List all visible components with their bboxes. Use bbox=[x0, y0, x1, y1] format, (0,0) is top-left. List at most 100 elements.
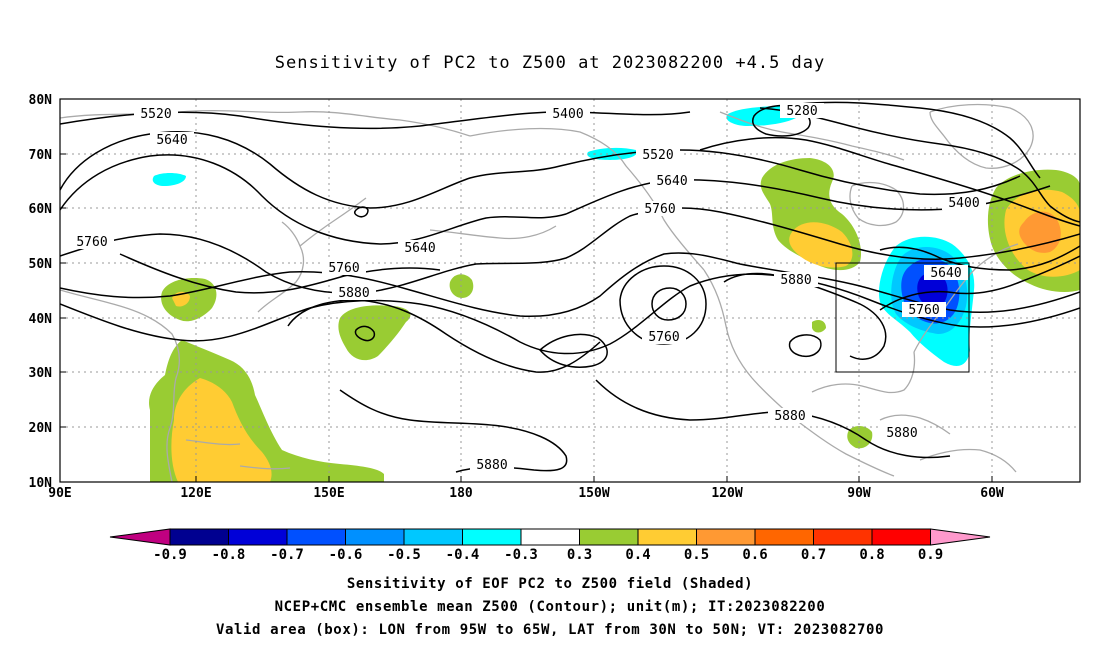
colorbar-label: 0.5 bbox=[684, 547, 709, 563]
contour-label: 5400 bbox=[546, 106, 590, 122]
colorbar-swatch bbox=[286, 528, 346, 546]
lat-label: 20N bbox=[29, 421, 53, 436]
lat-label: 70N bbox=[29, 148, 53, 163]
contour-label-text: 5880 bbox=[338, 286, 369, 301]
colorbar-label: 0.3 bbox=[567, 547, 592, 563]
contour-line bbox=[879, 255, 1080, 311]
contour-label-text: 5400 bbox=[948, 196, 979, 211]
contour-label: 5760 bbox=[322, 260, 366, 276]
negative-sensitivity-siberia-spot bbox=[152, 173, 186, 186]
colorbar-swatch bbox=[169, 528, 229, 546]
contour-line bbox=[60, 154, 1051, 245]
map-frame bbox=[59, 98, 1081, 483]
contour-label-text: 5880 bbox=[476, 458, 507, 473]
colorbar-label: -0.7 bbox=[270, 547, 304, 563]
contour-label: 5760 bbox=[902, 302, 946, 318]
colorbar-swatch bbox=[462, 528, 522, 546]
contour-label-text: 5880 bbox=[780, 273, 811, 288]
colorbar-swatch bbox=[871, 528, 931, 546]
caption-line-valid-area: Valid area (box): LON from 95W to 65W, L… bbox=[216, 622, 884, 638]
colorbar-label: -0.5 bbox=[387, 547, 421, 563]
colorbar-label: -0.9 bbox=[153, 547, 187, 563]
colorbar-label: 0.7 bbox=[801, 547, 826, 563]
contour-line bbox=[60, 252, 1080, 318]
contour-line bbox=[339, 389, 568, 473]
positive-sensitivity-florida bbox=[812, 320, 826, 333]
lon-label: 150E bbox=[313, 486, 344, 501]
colorbar-swatch bbox=[696, 528, 756, 546]
contour-label: 5760 bbox=[642, 329, 686, 345]
contour-label: 5520 bbox=[134, 106, 178, 122]
coastlines bbox=[60, 103, 1034, 482]
contour-line bbox=[752, 104, 811, 137]
contour-label-text: 5760 bbox=[644, 202, 675, 217]
colorbar-swatch bbox=[228, 528, 288, 546]
lon-label: 180 bbox=[449, 486, 473, 501]
colorbar-swatch bbox=[754, 528, 814, 546]
colorbar-label: 0.9 bbox=[918, 547, 943, 563]
coastline-japan bbox=[257, 221, 305, 313]
lon-label: 90W bbox=[847, 486, 871, 501]
contour-label-text: 5400 bbox=[552, 107, 583, 122]
lat-label: 60N bbox=[29, 202, 53, 217]
colorbar-label: 0.4 bbox=[625, 547, 650, 563]
lon-label: 90E bbox=[48, 486, 71, 501]
colorbar-label: -0.3 bbox=[504, 547, 538, 563]
contour-label: 5280 bbox=[780, 103, 824, 119]
lon-label: 60W bbox=[980, 486, 1004, 501]
contour-label: 5520 bbox=[636, 147, 680, 163]
coastline-indonesia bbox=[185, 439, 291, 470]
valid-area-box bbox=[835, 262, 970, 373]
latitude-axis-labels: 80N 70N 60N 50N 40N 30N 20N 10N bbox=[29, 93, 53, 491]
coastline-canadian-arctic bbox=[719, 111, 905, 161]
contour-line bbox=[60, 207, 1080, 294]
lon-label: 120E bbox=[180, 486, 211, 501]
coastline-alaska bbox=[469, 127, 705, 271]
contour-label-text: 5640 bbox=[656, 174, 687, 189]
lat-label: 30N bbox=[29, 366, 53, 381]
contour-label: 5640 bbox=[150, 132, 194, 148]
colorbar-arrow-right bbox=[930, 528, 991, 546]
contour-label-text: 5760 bbox=[328, 261, 359, 276]
contour-line bbox=[788, 334, 822, 358]
colorbar-label: 0.6 bbox=[742, 547, 767, 563]
contour-label: 5880 bbox=[774, 272, 818, 288]
coastline-kamchatka bbox=[299, 197, 367, 247]
colorbar-label: -0.8 bbox=[212, 547, 246, 563]
gridlines bbox=[60, 99, 1080, 482]
contour-line bbox=[287, 299, 601, 373]
contour-label: 5880 bbox=[768, 408, 812, 424]
map-title: Sensitivity of PC2 to Z500 at 2023082200… bbox=[275, 53, 826, 73]
contour-label: 5880 bbox=[470, 457, 514, 473]
contour-line bbox=[353, 206, 369, 218]
contour-label-text: 5280 bbox=[786, 104, 817, 119]
contour-label: 5640 bbox=[398, 240, 442, 256]
lon-label: 120W bbox=[711, 486, 742, 501]
caption-line-contour: NCEP+CMC ensemble mean Z500 (Contour); u… bbox=[275, 599, 826, 615]
colorbar-swatch bbox=[637, 528, 697, 546]
coastline-central-america bbox=[795, 419, 895, 477]
coastline-aleutians bbox=[429, 225, 557, 240]
contour-label-text: 5520 bbox=[140, 107, 171, 122]
contour-label: 5880 bbox=[880, 425, 924, 441]
contour-line bbox=[119, 253, 441, 294]
z500-contours bbox=[60, 101, 1080, 473]
contour-line bbox=[538, 333, 608, 368]
contour-label: 5640 bbox=[924, 265, 968, 281]
contour-label-text: 5520 bbox=[642, 148, 673, 163]
negative-sensitivity-eastcoast-max bbox=[917, 272, 948, 309]
lat-label: 50N bbox=[29, 257, 53, 272]
lon-label: 150W bbox=[578, 486, 609, 501]
coastline-south-america bbox=[919, 448, 1017, 473]
contour-label-text: 5760 bbox=[648, 330, 679, 345]
contour-line bbox=[354, 325, 376, 342]
coastline-west-coast-na bbox=[703, 269, 797, 421]
figure-caption: Sensitivity of EOF PC2 to Z500 field (Sh… bbox=[216, 576, 884, 638]
axis-ticks bbox=[60, 153, 993, 482]
contour-label-text: 5880 bbox=[774, 409, 805, 424]
contour-label: 5400 bbox=[942, 195, 986, 211]
contour-line bbox=[60, 131, 1021, 209]
lat-label: 40N bbox=[29, 312, 53, 327]
colorbar-swatch bbox=[579, 528, 639, 546]
